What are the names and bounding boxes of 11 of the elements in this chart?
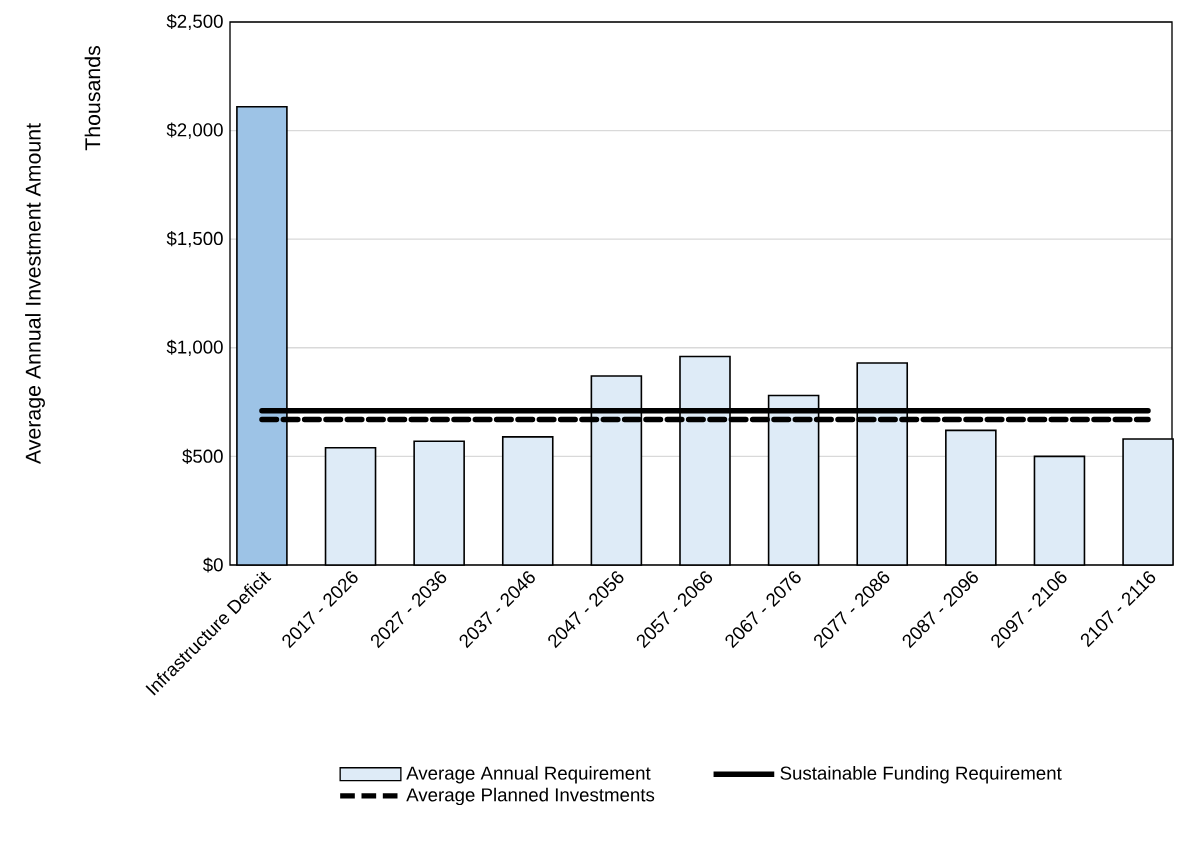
y-tick-label: $1,000 [166, 339, 223, 356]
y-tick-label: $0 [202, 557, 223, 573]
legend-label: Average Annual Requirement [406, 766, 651, 784]
y-tick-label: $1,500 [166, 231, 223, 248]
legend-label: Sustainable Funding Requirement [780, 766, 1062, 784]
y-tick-label: $500 [182, 448, 223, 464]
y-axis-title: Average Annual Investment Amount [25, 123, 45, 465]
text: Thousands [84, 46, 101, 151]
y-tick-label: $2,500 [166, 13, 223, 31]
legend-label: Average Planned Investments [406, 787, 655, 806]
y-tick-label: $2,000 [166, 122, 223, 139]
